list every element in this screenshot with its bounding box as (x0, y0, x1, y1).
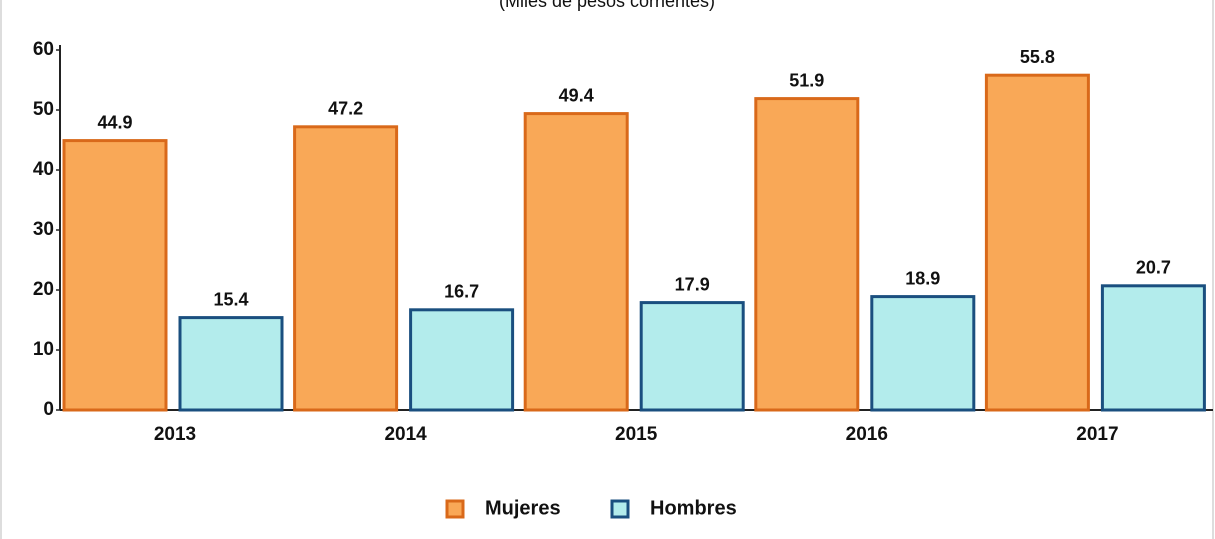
x-tick-label: 2014 (384, 424, 427, 445)
chart-subtitle: (Miles de pesos corrientes) (499, 0, 715, 11)
bar (409, 308, 515, 412)
bar (870, 295, 976, 412)
y-tick-label: 30 (33, 219, 54, 240)
bar (639, 301, 745, 412)
x-tick-label: 2016 (846, 424, 888, 445)
bar (754, 97, 860, 412)
data-label: 20.7 (1136, 258, 1171, 278)
legend-label: Mujeres (485, 497, 561, 519)
data-label: 47.2 (328, 99, 363, 119)
bar (178, 316, 284, 412)
data-label: 49.4 (559, 85, 594, 105)
legend-swatch (610, 499, 630, 519)
y-tick-label: 60 (33, 39, 54, 60)
bar (984, 73, 1090, 412)
y-tick-label: 20 (33, 279, 54, 300)
x-tick-label: 2017 (1076, 424, 1118, 445)
data-label: 18.9 (905, 268, 940, 288)
y-tick-label: 50 (33, 99, 54, 120)
legend-swatch (445, 499, 465, 519)
bar (523, 112, 629, 412)
y-tick-label: 10 (33, 339, 54, 360)
y-tick-label: 0 (43, 399, 54, 420)
data-label: 15.4 (213, 289, 248, 309)
data-label: 16.7 (444, 282, 479, 302)
data-label: 55.8 (1020, 47, 1055, 67)
y-tick-label: 40 (33, 159, 54, 180)
bar (1100, 284, 1206, 412)
x-tick-label: 2015 (615, 424, 658, 445)
data-label: 51.9 (789, 70, 824, 90)
legend-label: Hombres (650, 497, 737, 519)
data-label: 17.9 (675, 274, 710, 294)
bar (293, 125, 399, 412)
data-label: 44.9 (97, 112, 132, 132)
bar (62, 139, 168, 412)
x-tick-label: 2013 (154, 424, 196, 445)
